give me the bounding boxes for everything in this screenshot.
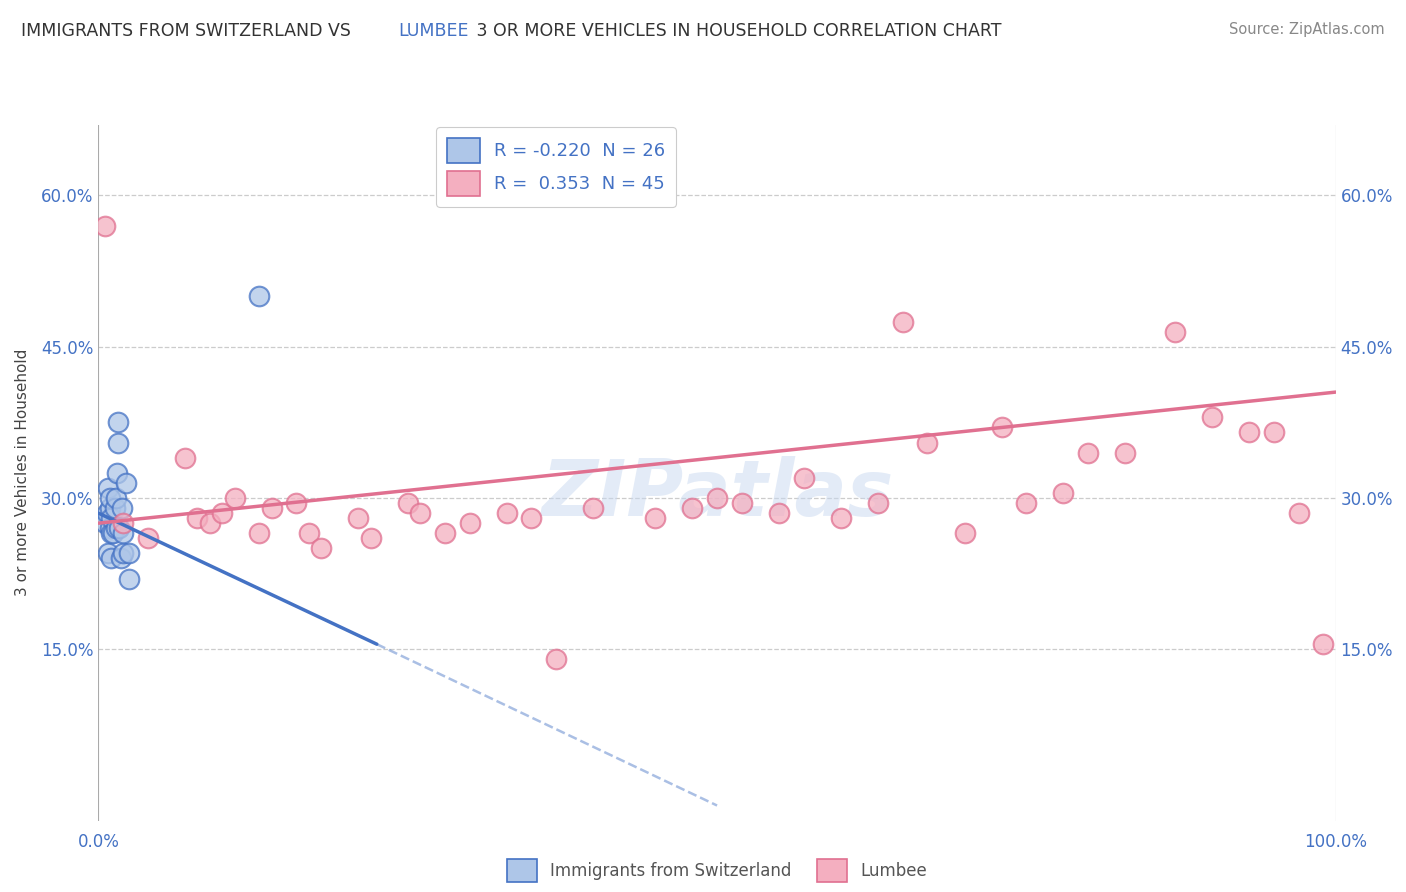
Point — [546, 652, 568, 666]
Point — [793, 471, 815, 485]
Point — [104, 491, 127, 505]
Point — [396, 496, 419, 510]
Point — [582, 501, 605, 516]
Point — [174, 450, 197, 465]
Point — [112, 526, 135, 541]
Point — [93, 219, 115, 233]
Point — [98, 501, 121, 516]
Y-axis label: 3 or more Vehicles in Household: 3 or more Vehicles in Household — [15, 349, 30, 597]
Text: IMMIGRANTS FROM SWITZERLAND VS: IMMIGRANTS FROM SWITZERLAND VS — [21, 22, 357, 40]
Point — [107, 435, 129, 450]
Point — [917, 435, 939, 450]
Point — [495, 506, 517, 520]
Point — [830, 511, 852, 525]
Text: LUMBEE: LUMBEE — [398, 22, 468, 40]
Point — [520, 511, 543, 525]
Point — [1263, 425, 1285, 440]
Point — [1288, 506, 1310, 520]
Point — [891, 314, 914, 328]
Point — [97, 546, 120, 560]
Point — [1164, 325, 1187, 339]
Point — [731, 496, 754, 510]
Point — [433, 526, 456, 541]
Point — [768, 506, 790, 520]
Point — [100, 526, 122, 541]
Point — [224, 491, 246, 505]
Point — [104, 521, 127, 535]
Point — [97, 481, 120, 495]
Point — [1201, 410, 1223, 425]
Point — [1077, 445, 1099, 459]
Point — [103, 526, 125, 541]
Point — [360, 531, 382, 545]
Point — [112, 516, 135, 531]
Point — [285, 496, 308, 510]
Point — [93, 516, 115, 531]
Legend: Immigrants from Switzerland, Lumbee: Immigrants from Switzerland, Lumbee — [501, 852, 934, 888]
Point — [247, 526, 270, 541]
Point — [309, 541, 332, 556]
Point — [112, 546, 135, 560]
Point — [1114, 445, 1136, 459]
Point — [198, 516, 221, 531]
Point — [118, 572, 141, 586]
Point — [681, 501, 703, 516]
Point — [211, 506, 233, 520]
Point — [409, 506, 432, 520]
Point — [103, 501, 125, 516]
Point — [107, 415, 129, 429]
Point — [98, 491, 121, 505]
Point — [105, 466, 128, 480]
Point — [110, 551, 132, 566]
Point — [136, 531, 159, 545]
Point — [114, 475, 136, 490]
Text: 3 OR MORE VEHICLES IN HOUSEHOLD CORRELATION CHART: 3 OR MORE VEHICLES IN HOUSEHOLD CORRELAT… — [471, 22, 1001, 40]
Point — [186, 511, 208, 525]
Point — [1237, 425, 1260, 440]
Point — [1052, 486, 1074, 500]
Text: ZIPatlas: ZIPatlas — [541, 456, 893, 532]
Point — [644, 511, 666, 525]
Point — [100, 511, 122, 525]
Point — [990, 420, 1012, 434]
Point — [98, 521, 121, 535]
Text: Source: ZipAtlas.com: Source: ZipAtlas.com — [1229, 22, 1385, 37]
Point — [108, 521, 131, 535]
Point — [953, 526, 976, 541]
Point — [260, 501, 283, 516]
Point — [1015, 496, 1038, 510]
Point — [111, 501, 134, 516]
Point — [458, 516, 481, 531]
Point — [1312, 637, 1334, 651]
Point — [247, 289, 270, 303]
Point — [96, 506, 118, 520]
Point — [298, 526, 321, 541]
Point — [706, 491, 728, 505]
Point — [100, 551, 122, 566]
Point — [866, 496, 889, 510]
Point — [118, 546, 141, 560]
Point — [347, 511, 370, 525]
